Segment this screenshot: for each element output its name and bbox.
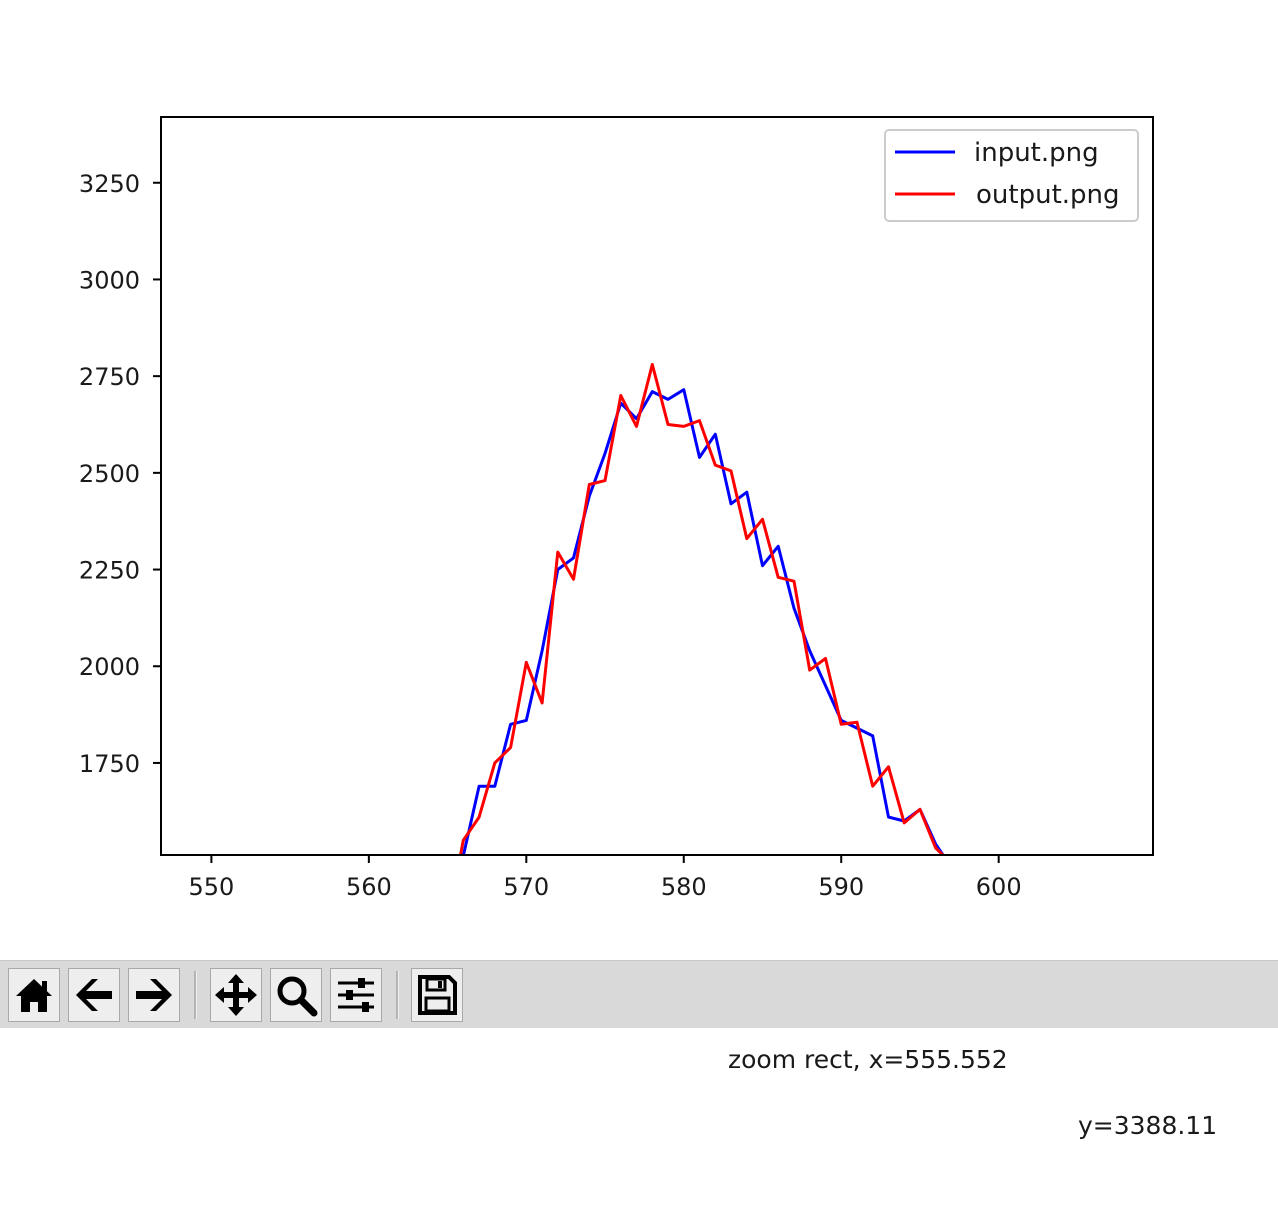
y-tick-label: 3000 bbox=[79, 266, 140, 294]
legend: input.png output.png bbox=[884, 129, 1139, 222]
pan-button[interactable] bbox=[210, 968, 262, 1022]
status-bar: zoom rect, x=555.552 y=3388.11 bbox=[728, 961, 1217, 1140]
configure-subplots-button[interactable] bbox=[330, 968, 382, 1022]
sliders-icon bbox=[338, 978, 374, 1012]
y-tick-label: 2250 bbox=[79, 557, 140, 585]
back-button[interactable] bbox=[68, 968, 120, 1022]
status-cursor-x: zoom rect, x=555.552 bbox=[728, 1045, 1008, 1074]
x-tick-label: 590 bbox=[818, 873, 864, 901]
forward-button[interactable] bbox=[128, 968, 180, 1022]
y-tick-label: 2750 bbox=[79, 363, 140, 391]
navigation-toolbar: zoom rect, x=555.552 y=3388.11 bbox=[0, 960, 1278, 1140]
save-button[interactable] bbox=[411, 968, 463, 1022]
legend-label-input: input.png bbox=[974, 138, 1099, 168]
toolbar-separator bbox=[194, 971, 197, 1019]
y-tick-label: 3250 bbox=[79, 170, 140, 198]
magnifier-icon bbox=[277, 976, 318, 1017]
y-tick-label: 2500 bbox=[79, 460, 140, 488]
plot-frame bbox=[160, 116, 1154, 856]
status-cursor-y: y=3388.11 bbox=[1078, 1111, 1218, 1140]
series-line-output bbox=[458, 363, 945, 855]
home-icon bbox=[16, 979, 52, 1012]
arrow-left-icon bbox=[76, 979, 112, 1011]
home-button[interactable] bbox=[8, 968, 60, 1022]
x-tick-label: 580 bbox=[661, 873, 707, 901]
x-tick-label: 550 bbox=[188, 873, 234, 901]
y-tick-label: 1750 bbox=[79, 750, 140, 778]
zoom-button[interactable] bbox=[270, 968, 322, 1022]
move-icon bbox=[215, 974, 257, 1016]
x-tick-label: 570 bbox=[503, 873, 549, 901]
floppy-disk-icon bbox=[418, 975, 457, 1015]
legend-label-output: output.png bbox=[976, 180, 1120, 210]
line-chart[interactable]: 550 560 570 580 590 600 1750 2000 2250 2500 2750 3… bbox=[0, 0, 1278, 960]
figure-canvas[interactable]: 550 560 570 580 590 600 1750 2000 2250 2500 2750 3… bbox=[0, 0, 1278, 960]
arrow-right-icon bbox=[136, 979, 172, 1011]
series-line-input bbox=[461, 388, 945, 855]
y-tick-label: 2000 bbox=[79, 653, 140, 681]
x-tick-label: 600 bbox=[976, 873, 1022, 901]
x-tick-label: 560 bbox=[346, 873, 392, 901]
toolbar-separator bbox=[396, 971, 399, 1019]
